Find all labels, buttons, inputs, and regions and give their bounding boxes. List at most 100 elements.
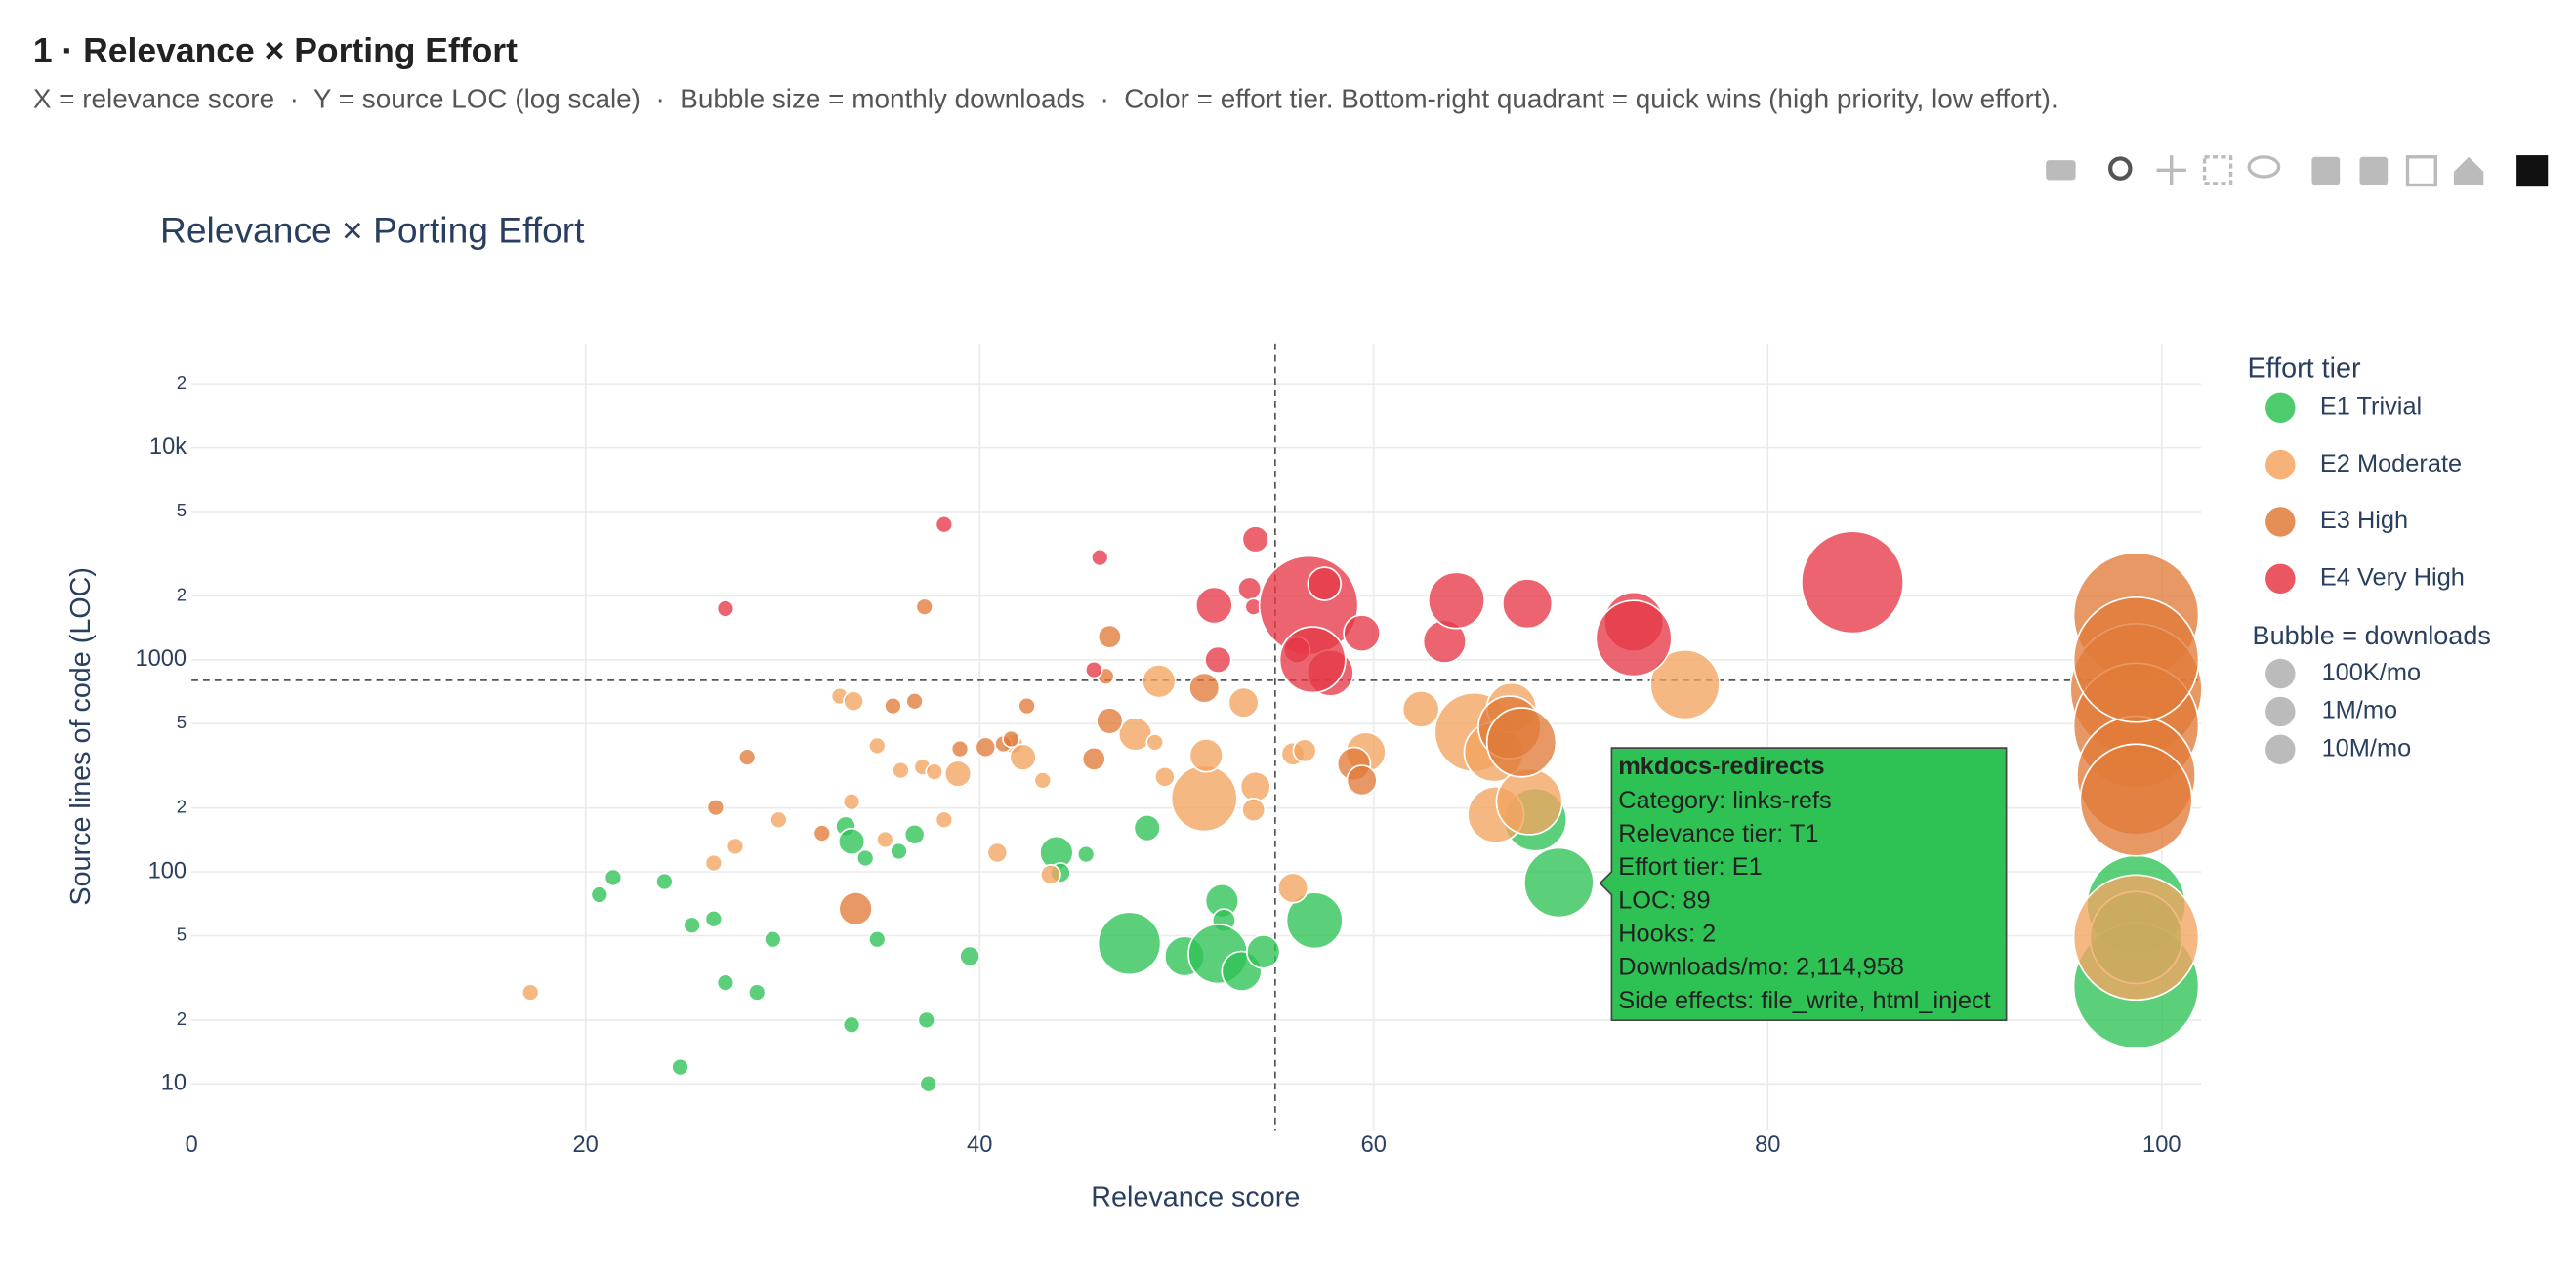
zoom-out-icon[interactable] [2359, 156, 2389, 185]
bubble [855, 848, 875, 868]
legend-marker [2265, 563, 2296, 595]
y-tick-label: 2 [177, 1008, 187, 1029]
bubble [1245, 934, 1281, 969]
tooltip-line: Effort tier: E1 [1618, 853, 1763, 881]
bubble [1649, 648, 1721, 720]
select-icon[interactable] [2202, 155, 2233, 185]
bubble [837, 827, 866, 856]
y-tick-label: 1000 [135, 646, 187, 672]
bubble [1133, 813, 1161, 842]
bubble [1241, 797, 1267, 823]
bubble [1276, 872, 1309, 904]
legend-marker [2265, 392, 2296, 424]
bubble [925, 762, 944, 781]
bubble [1292, 738, 1317, 763]
bubble [1194, 586, 1233, 625]
legend-label: E3 High [2320, 507, 2408, 534]
bubble [950, 739, 970, 759]
y-tick-label: 100 [148, 858, 187, 883]
reset-icon[interactable] [2453, 156, 2484, 185]
bubble [1084, 660, 1103, 679]
bubble [2072, 595, 2200, 723]
x-tick-label: 0 [186, 1132, 198, 1158]
tooltip: mkdocs-redirects Category: links-refs Rele… [1599, 747, 2008, 1022]
bubble [935, 514, 954, 534]
camera-icon[interactable] [2046, 160, 2076, 181]
bubble [915, 597, 935, 616]
y-tick-label: 2 [177, 584, 187, 604]
bubble [1081, 746, 1106, 771]
bubble [905, 691, 924, 711]
bubble [716, 599, 735, 618]
x-tick-label: 40 [967, 1132, 992, 1158]
y-tick-label: 2 [177, 797, 187, 817]
bubble [867, 736, 887, 756]
chart-title: Relevance × Porting Effort [160, 209, 585, 250]
bubble [671, 1057, 689, 1077]
bubble [683, 916, 701, 935]
tooltip-box [1599, 747, 2008, 1022]
bubble [704, 909, 724, 928]
bubble [812, 824, 832, 842]
bubble [1142, 664, 1177, 699]
x-tick-label: 100 [2142, 1132, 2181, 1158]
bubble [1097, 624, 1122, 649]
modebar [2046, 155, 2549, 187]
bubble [1039, 864, 1061, 885]
page-title: 1 · Relevance × Porting Effort [33, 31, 518, 70]
bubble [1170, 764, 1238, 833]
tooltip-line: Relevance tier: T1 [1618, 820, 1818, 847]
bubble [704, 853, 724, 873]
bubble [2079, 743, 2193, 857]
legend-label: E2 Moderate [2320, 450, 2462, 477]
legend-label: E1 Trivial [2320, 392, 2422, 420]
size-legend-label: 100K/mo [2322, 659, 2422, 686]
y-tick-label: 2 [177, 372, 187, 392]
pan-icon[interactable] [2156, 155, 2186, 185]
size-legend-marker [2265, 658, 2296, 689]
y-tick-label: 5 [177, 924, 187, 944]
zoom-in-icon[interactable] [2311, 156, 2341, 185]
series-2 [706, 552, 2203, 926]
y-tick-label: 10k [149, 434, 187, 460]
bubble [1018, 696, 1036, 716]
bubble [1145, 733, 1165, 752]
bubble [1401, 689, 1440, 728]
bubble [1427, 571, 1486, 630]
lasso-icon[interactable] [2247, 155, 2281, 179]
bubble [747, 983, 767, 1002]
bubble [1096, 707, 1124, 735]
bubble [1076, 844, 1096, 864]
bubble [1237, 576, 1263, 601]
bubble [1033, 771, 1053, 790]
autoscale-icon[interactable] [2405, 155, 2437, 187]
tooltip-title: mkdocs-redirects [1618, 753, 1824, 780]
bubble [1485, 707, 1558, 778]
bubble [737, 748, 757, 766]
bubble [1307, 566, 1343, 601]
y-tick-label: 10 [161, 1071, 187, 1096]
bubble [959, 945, 981, 967]
zoom-icon[interactable] [2108, 156, 2133, 181]
bubble [520, 983, 540, 1002]
bubble [919, 1074, 938, 1093]
bubble [1153, 765, 1176, 788]
bubble [890, 842, 908, 861]
bubble [842, 1015, 861, 1035]
bubble [1227, 686, 1260, 719]
bubble [1495, 767, 1563, 836]
bubble [726, 837, 745, 856]
legend-marker [2265, 449, 2296, 480]
tooltip-line: Downloads/mo: 2,114,958 [1618, 954, 1904, 981]
plotly-logo[interactable] [2516, 155, 2549, 187]
bubble [2072, 874, 2200, 1002]
x-tick-label: 20 [573, 1132, 599, 1158]
bubble [867, 929, 887, 949]
bubble [943, 760, 973, 788]
bubble [1097, 911, 1162, 976]
legend-title: Effort tier [2247, 352, 2360, 384]
bubble [590, 885, 609, 904]
y-tick-label: 5 [177, 712, 187, 732]
bubble [1800, 530, 1905, 635]
bubble [1343, 614, 1382, 653]
